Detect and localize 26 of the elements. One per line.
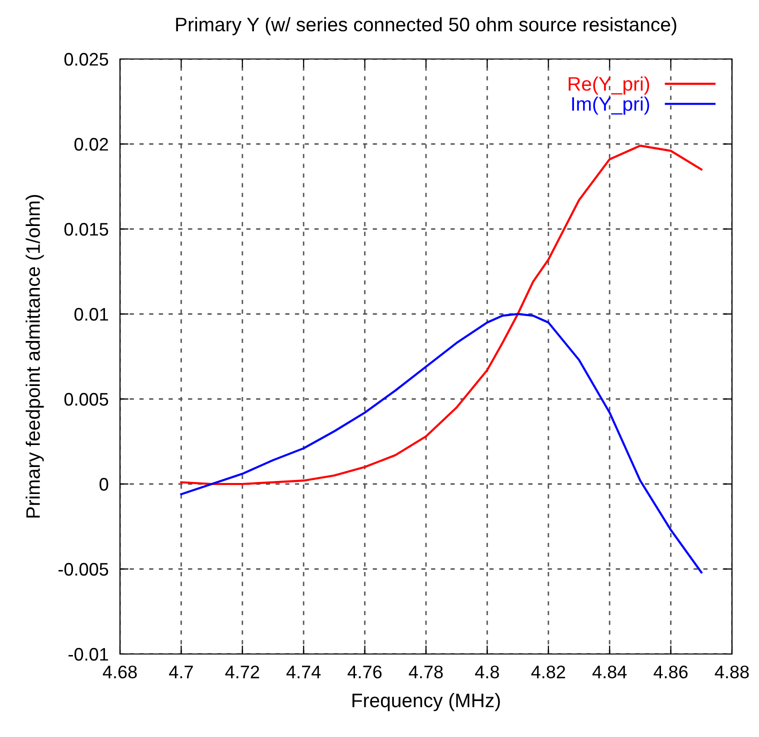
- y-tick-label: 0.005: [64, 392, 108, 406]
- y-axis-title: Primary feedpoint admittance (1/ohm): [26, 195, 44, 518]
- x-tick-label: 4.76: [348, 666, 382, 678]
- x-axis-title: Frequency (MHz): [352, 693, 500, 712]
- x-tick-label: 4.84: [592, 666, 627, 678]
- y-tick-label: 0.025: [64, 52, 108, 66]
- x-tick-label: 4.82: [531, 666, 566, 678]
- x-tick-label: 4.86: [654, 666, 688, 678]
- x-tick-label: 4.8: [475, 666, 499, 678]
- y-tick-label: 0.02: [74, 138, 108, 151]
- x-tick-label: 4.72: [225, 666, 260, 678]
- y-tick-label: 0: [100, 478, 108, 491]
- chart-title: Primary Y (w/ series connected 50 ohm source resistance): [176, 17, 676, 36]
- line-series: [180, 144, 702, 486]
- y-tick-label: -0.005: [58, 562, 108, 576]
- x-tick-label: 4.74: [286, 666, 321, 678]
- x-tick-label: 4.68: [102, 666, 137, 678]
- y-tick-label: 0.015: [64, 222, 108, 236]
- x-tick-label: 4.88: [714, 666, 749, 678]
- x-tick-label: 4.78: [408, 666, 443, 678]
- line-series: [180, 312, 702, 574]
- legend-label: Re(Y_pri): [568, 76, 650, 95]
- x-tick-label: 4.7: [169, 666, 193, 678]
- y-tick-label: -0.01: [68, 648, 108, 661]
- y-tick-label: 0.01: [74, 308, 108, 321]
- legend-label: Im(Y_pri): [572, 96, 650, 115]
